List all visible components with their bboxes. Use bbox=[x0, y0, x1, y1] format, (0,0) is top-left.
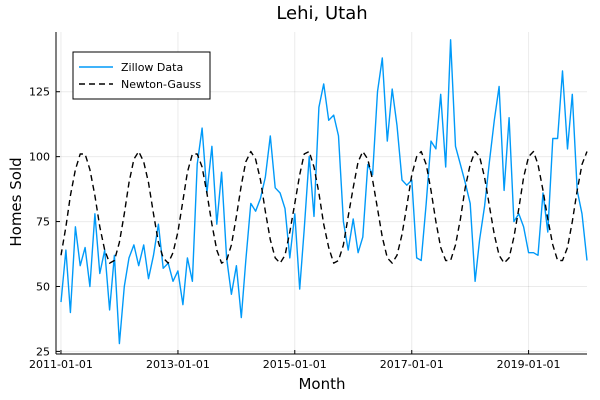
y-axis-label: Homes Sold bbox=[7, 157, 25, 246]
x-tick-label: 2013-01-01 bbox=[146, 358, 210, 371]
legend-box bbox=[72, 51, 211, 100]
x-tick-label: 2017-01-01 bbox=[380, 358, 444, 371]
axes bbox=[55, 32, 587, 355]
x-tick-label: 2011-01-01 bbox=[29, 358, 93, 371]
legend-label-1: Newton-Gauss bbox=[121, 78, 201, 91]
y-tick-label: 25 bbox=[36, 345, 50, 358]
y-tick-label: 50 bbox=[36, 280, 50, 293]
x-tick-label: 2019-01-01 bbox=[497, 358, 561, 371]
y-tick-label: 100 bbox=[29, 151, 50, 164]
x-axis-label: Month bbox=[298, 375, 345, 393]
chart-title: Lehi, Utah bbox=[276, 3, 367, 24]
series-line-0 bbox=[60, 39, 588, 345]
y-tick-label: 75 bbox=[36, 216, 50, 229]
series-layer bbox=[60, 39, 588, 345]
series-line-1 bbox=[60, 150, 588, 264]
legend: Zillow Data Newton-Gauss bbox=[72, 51, 211, 100]
x-tick-label: 2015-01-01 bbox=[263, 358, 327, 371]
legend-label-0: Zillow Data bbox=[121, 61, 183, 74]
tick-labels: 2011-01-01 2013-01-01 2015-01-01 2017-01-01… bbox=[29, 86, 561, 371]
y-tick-label: 125 bbox=[29, 86, 50, 99]
